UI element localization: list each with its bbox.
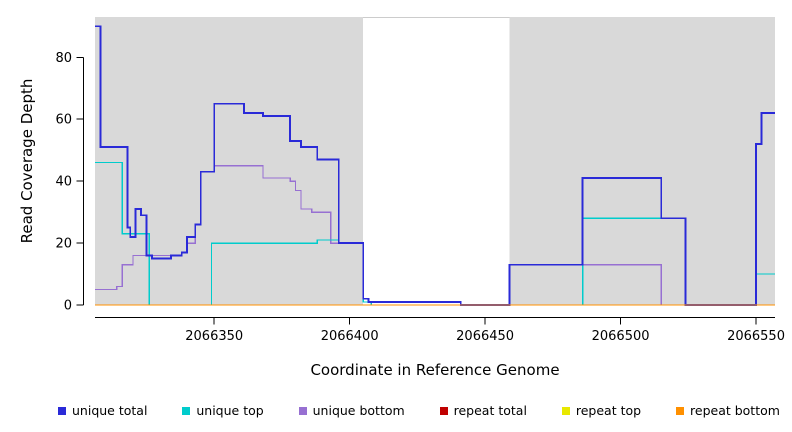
y-tick-label: 20 [55, 237, 72, 252]
legend-swatch-repeat-top [561, 406, 570, 415]
legend-swatch-unique-bottom [298, 406, 307, 415]
legend-label: repeat top [575, 403, 642, 418]
y-tick-label: 0 [64, 299, 72, 314]
legend-label: unique top [196, 403, 264, 418]
shaded-region [95, 17, 364, 305]
legend-label: repeat bottom [690, 403, 780, 418]
legend: unique total unique top unique bottom repea… [0, 403, 792, 418]
legend-item-repeat-top: repeat top [561, 403, 642, 418]
legend-item-unique-top: unique top [182, 403, 264, 418]
x-axis-title: Coordinate in Reference Genome [310, 361, 560, 379]
x-tick-label: 2066400 [321, 329, 379, 344]
legend-label: unique bottom [312, 403, 405, 418]
y-tick-label: 60 [55, 113, 72, 128]
x-tick-label: 2066450 [456, 329, 514, 344]
legend-item-unique-bottom: unique bottom [298, 403, 405, 418]
legend-item-unique-total: unique total [58, 403, 147, 418]
y-tick-label: 40 [55, 175, 72, 190]
legend-label: unique total [72, 403, 148, 418]
legend-item-repeat-bottom: repeat bottom [676, 403, 780, 418]
x-tick-label: 2066550 [727, 329, 785, 344]
x-tick-label: 2066500 [592, 329, 650, 344]
legend-item-repeat-total: repeat total [439, 403, 527, 418]
y-tick-label: 80 [55, 51, 72, 66]
legend-swatch-unique-top [182, 406, 191, 415]
x-tick-label: 2066350 [185, 329, 243, 344]
series-unique-total [95, 25, 775, 306]
legend-swatch-unique-total [58, 406, 66, 415]
legend-swatch-repeat-bottom [676, 406, 685, 415]
legend-label: repeat total [453, 403, 527, 418]
legend-swatch-repeat-total [439, 406, 448, 415]
shaded-region [509, 17, 775, 305]
